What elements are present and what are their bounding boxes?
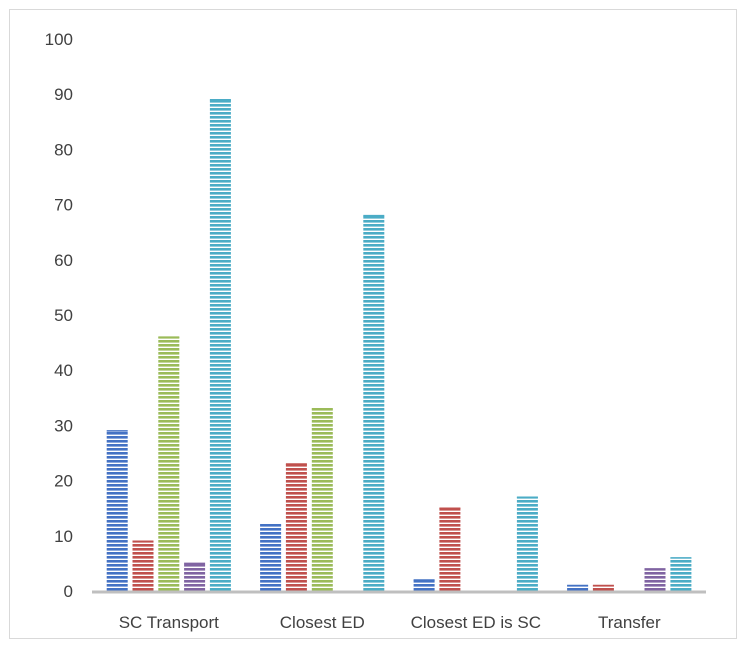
bar-sc-transport-series-5	[209, 99, 231, 591]
bar-sc-transport-series-1	[106, 430, 128, 591]
bar-closest-ed-series-2	[285, 464, 307, 591]
y-tick-label-10: 10	[54, 527, 73, 546]
x-category-label-transfer: Transfer	[598, 613, 661, 632]
y-tick-label-60: 60	[54, 251, 73, 270]
bar-series	[106, 98, 692, 591]
y-tick-label-20: 20	[54, 472, 73, 491]
y-tick-label-30: 30	[54, 416, 73, 435]
bar-closest-ed-is-sc-series-1	[413, 580, 435, 591]
bar-transfer-series-1	[567, 585, 589, 591]
y-tick-label-50: 50	[54, 306, 73, 325]
bar-transfer-series-2	[592, 585, 614, 591]
bar-closest-ed-is-sc-series-2	[439, 508, 461, 591]
y-tick-label-90: 90	[54, 85, 73, 104]
bar-closest-ed-is-sc-series-5	[516, 497, 538, 591]
y-tick-label-70: 70	[54, 196, 73, 215]
y-tick-label-80: 80	[54, 140, 73, 159]
y-axis-ticks: 0 10 20 30 40 50 60 70 80 90 100	[45, 30, 73, 601]
y-tick-label-0: 0	[64, 582, 73, 601]
y-tick-label-40: 40	[54, 361, 73, 380]
x-category-label-closest-ed: Closest ED	[280, 613, 365, 632]
bar-closest-ed-series-5	[363, 215, 385, 591]
bar-closest-ed-series-1	[260, 524, 282, 591]
y-tick-label-100: 100	[45, 30, 73, 49]
bar-closest-ed-series-3	[311, 408, 333, 591]
bar-sc-transport-series-4	[184, 563, 206, 591]
bar-transfer-series-5	[670, 557, 692, 591]
x-category-label-closest-ed-is-sc: Closest ED is SC	[411, 613, 541, 632]
x-axis-labels: SC Transport Closest ED Closest ED is SC Tr…	[119, 613, 661, 632]
bar-sc-transport-series-2	[132, 541, 154, 591]
bar-transfer-series-4	[644, 568, 666, 591]
x-category-label-sc-transport: SC Transport	[119, 613, 219, 632]
bar-sc-transport-series-3	[158, 337, 180, 591]
